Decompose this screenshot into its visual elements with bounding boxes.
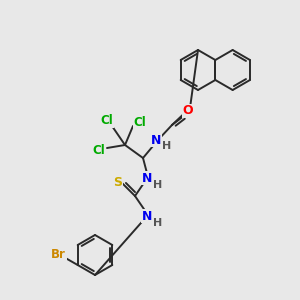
Text: Cl: Cl (100, 115, 113, 128)
Text: S: S (113, 176, 122, 188)
Text: N: N (142, 172, 152, 184)
Text: Cl: Cl (93, 145, 105, 158)
Text: N: N (151, 134, 161, 146)
Text: Cl: Cl (134, 116, 146, 128)
Text: H: H (162, 141, 172, 151)
Text: O: O (183, 104, 193, 118)
Text: Br: Br (51, 248, 66, 262)
Text: H: H (153, 180, 163, 190)
Text: N: N (142, 209, 152, 223)
Text: H: H (153, 218, 163, 228)
